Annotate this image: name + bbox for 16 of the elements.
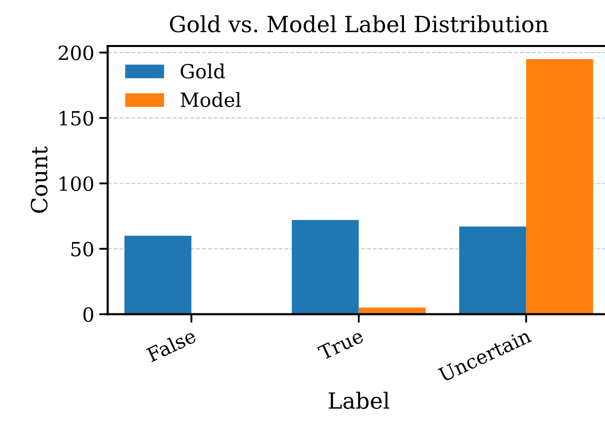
- bar: [124, 236, 192, 314]
- x-tick-label: False: [146, 328, 197, 362]
- y-tick-label: 100: [60, 176, 94, 192]
- y-tick-label: 0: [83, 307, 94, 322]
- x-tick-label: True: [317, 328, 364, 361]
- y-tick-label: 150: [60, 110, 94, 126]
- legend-label: Model: [180, 92, 241, 108]
- x-axis-title: Label: [328, 392, 390, 409]
- y-tick-label: 200: [58, 46, 94, 60]
- bar: [292, 220, 359, 314]
- y-axis-title: Count: [30, 146, 48, 213]
- y-tick-label: 50: [71, 242, 94, 256]
- chart-title: Gold vs. Model Label Distribution: [170, 15, 548, 32]
- bar: [526, 59, 594, 314]
- bar: [459, 226, 526, 314]
- legend-label: Gold: [180, 64, 225, 79]
